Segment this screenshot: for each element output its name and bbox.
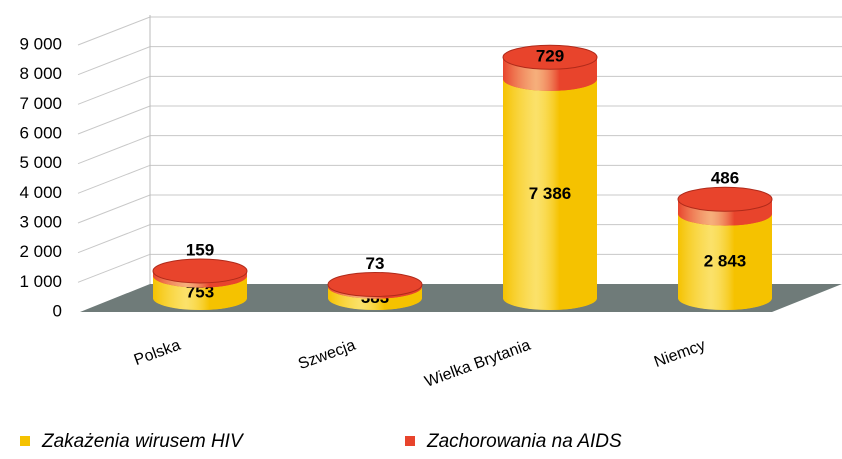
value-label: 486	[711, 169, 739, 188]
x-tick-label: Polska	[132, 337, 183, 369]
y-tick-label: 5 000	[19, 153, 62, 172]
legend-label: Zachorowania na AIDS	[426, 431, 622, 452]
value-label: 159	[186, 240, 214, 259]
cylinder-segment	[678, 201, 772, 310]
y-tick-label: 7 000	[19, 94, 62, 113]
y-tick-label: 3 000	[19, 212, 62, 231]
y-tick-label: 1 000	[19, 272, 62, 291]
y-tick-label: 0	[53, 301, 62, 320]
grid-line	[77, 46, 842, 76]
legend-swatch	[405, 436, 415, 446]
grid-line	[77, 75, 842, 105]
value-label: 73	[366, 254, 385, 273]
y-tick-label: 2 000	[19, 242, 62, 261]
y-tick-label: 8 000	[19, 64, 62, 83]
cylinder-shine	[503, 78, 597, 310]
cylinder-shine	[678, 213, 772, 310]
x-tick-label: Szwecja	[296, 337, 358, 373]
cylinder-segment	[152, 258, 248, 288]
floor	[80, 284, 842, 312]
cylinder-top	[677, 186, 773, 212]
cylinder-top	[152, 258, 248, 284]
x-tick-label: Niemcy	[652, 337, 708, 371]
grid-line	[77, 135, 842, 165]
cylinder-segment	[502, 44, 598, 91]
cylinder-top	[327, 271, 423, 297]
y-tick-label: 9 000	[19, 34, 62, 53]
cylinder-segment	[327, 271, 423, 299]
grid-line	[77, 16, 842, 46]
value-label: 729	[536, 47, 564, 66]
value-label: 2 843	[704, 251, 747, 270]
x-tick-label: Wielka Brytania	[423, 337, 533, 391]
legend-swatch	[20, 436, 30, 446]
legend-label: Zakażenia wirusem HIV	[41, 431, 245, 452]
y-tick-label: 6 000	[19, 123, 62, 142]
y-tick-label: 4 000	[19, 183, 62, 202]
cylinder-segment	[677, 186, 773, 226]
grid-line	[77, 105, 842, 135]
cylinder-top	[502, 44, 598, 70]
value-label: 7 386	[529, 184, 572, 203]
